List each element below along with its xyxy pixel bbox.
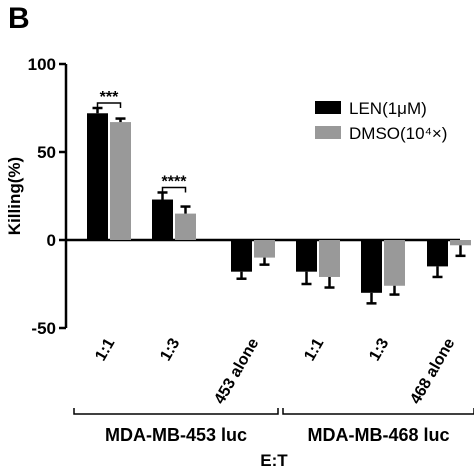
bar-dmso xyxy=(175,213,196,240)
y-tick-label: 100 xyxy=(28,55,56,74)
bar-dmso xyxy=(319,240,340,277)
significance-label: *** xyxy=(100,89,119,106)
bar-len xyxy=(427,240,448,267)
bar-dmso xyxy=(110,122,131,240)
legend-swatch-len xyxy=(315,101,341,114)
y-tick-label: 0 xyxy=(47,231,56,250)
bar-dmso xyxy=(384,240,405,286)
bar-len xyxy=(152,199,173,240)
bar-dmso xyxy=(254,240,275,258)
group-bracket xyxy=(73,408,279,415)
group-label: MDA-MB-468 luc xyxy=(307,425,449,445)
legend-swatch-dmso xyxy=(315,126,341,139)
y-tick-label: 50 xyxy=(37,143,56,162)
significance-label: **** xyxy=(162,173,188,190)
legend: LEN(1μM) DMSO(10⁴×) xyxy=(315,99,447,143)
x-axis-label: E:T xyxy=(260,451,288,470)
bar-len xyxy=(296,240,317,272)
group-label: MDA-MB-453 luc xyxy=(105,425,247,445)
x-tick-labels: 1:1 1:3 453 alone 1:1 1:3 468 alone xyxy=(92,335,458,407)
x-tick-label: 1:1 xyxy=(301,335,327,364)
bar-dmso xyxy=(450,240,471,246)
bar-len xyxy=(87,113,108,240)
bars xyxy=(87,106,471,305)
group-bracket xyxy=(282,408,474,415)
group-brackets: MDA-MB-453 luc MDA-MB-468 luc xyxy=(73,408,474,445)
x-tick-label: 468 alone xyxy=(407,335,458,407)
x-tick-label: 1:1 xyxy=(92,335,118,364)
significance-bracket xyxy=(96,102,122,108)
significance-markers: ******* xyxy=(96,89,188,193)
x-tick-label: 1:3 xyxy=(366,335,392,364)
x-tick-label: 1:3 xyxy=(157,335,183,364)
panel-label: B xyxy=(8,2,30,35)
bar-len xyxy=(231,240,252,272)
x-tick-label: 453 alone xyxy=(211,335,262,407)
y-tick-label: -50 xyxy=(31,319,56,338)
legend-label-len: LEN(1μM) xyxy=(349,99,427,118)
bar-len xyxy=(361,240,382,293)
significance-bracket xyxy=(161,186,187,193)
legend-label-dmso: DMSO(10⁴×) xyxy=(349,124,447,143)
y-axis-label: Killing(%) xyxy=(5,157,24,235)
